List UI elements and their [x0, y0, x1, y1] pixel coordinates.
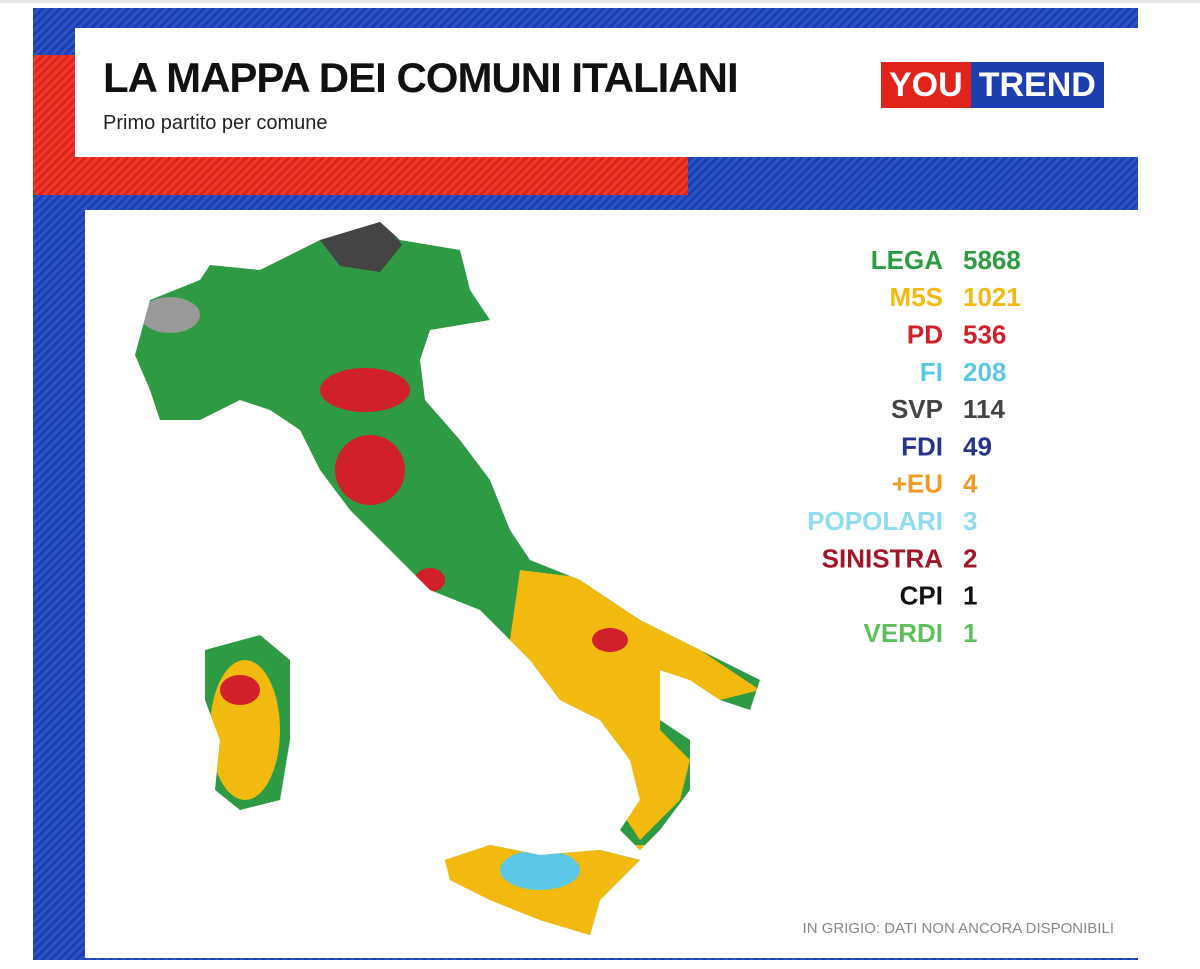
legend-count: 49 [963, 431, 992, 461]
note: IN GRIGIO: DATI NON ANCORA DISPONIBILI [803, 920, 1114, 937]
italy-map [135, 222, 760, 935]
legend-count: 2 [963, 543, 977, 573]
legend-party: CPI [900, 581, 943, 611]
logo-you: YOU [881, 62, 971, 108]
legend: LEGA 5868 M5S 1021 PD 536 FI 208 SVP 114 FDI 49 +EU 4… [807, 245, 1021, 648]
region-red [592, 628, 628, 652]
legend-party: SINISTRA [822, 543, 944, 573]
legend-party: FI [920, 357, 943, 387]
region-red [335, 435, 405, 505]
legend-party: PD [907, 319, 943, 349]
region-grey [140, 297, 200, 333]
legend-party: SVP [891, 394, 943, 424]
region-fill [135, 222, 760, 935]
region-grey [320, 222, 402, 272]
legend-count: 1 [963, 618, 977, 648]
legend-count: 1021 [963, 282, 1021, 312]
region-red [220, 675, 260, 705]
legend-count: 5868 [963, 245, 1021, 275]
legend-party: M5S [890, 282, 943, 312]
legend-party: +EU [892, 469, 943, 499]
legend-party: LEGA [871, 245, 943, 275]
region-yellow [510, 570, 760, 840]
title: LA MAPPA DEI COMUNI ITALIANI [103, 54, 739, 101]
legend-party: POPOLARI [807, 506, 943, 536]
legend-count: 4 [963, 469, 978, 499]
legend-count: 536 [963, 319, 1006, 349]
logo: YOU TREND [881, 62, 1104, 108]
top-border [0, 0, 1200, 3]
legend-party: VERDI [864, 618, 943, 648]
legend-count: 3 [963, 506, 977, 536]
legend-count: 1 [963, 581, 977, 611]
legend-count: 208 [963, 357, 1006, 387]
region-red [415, 568, 445, 592]
legend-count: 114 [963, 394, 1005, 424]
legend-party: FDI [901, 431, 943, 461]
region-red [320, 368, 410, 412]
region-blue [500, 850, 580, 890]
subtitle: Primo partito per comune [103, 112, 328, 134]
header: LA MAPPA DEI COMUNI ITALIANI Primo parti… [75, 28, 1138, 157]
logo-trend: TREND [970, 62, 1104, 108]
